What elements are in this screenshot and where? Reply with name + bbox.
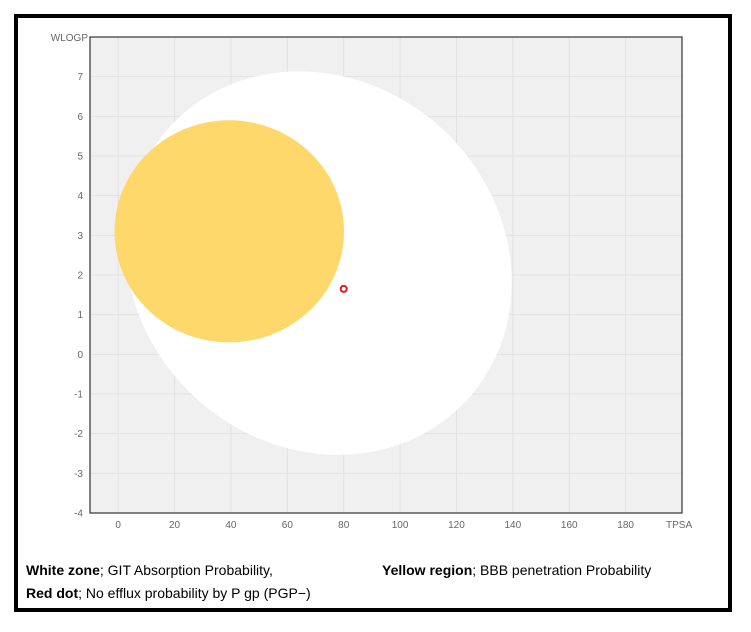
caption-red-dot: Red dot; No efflux probability by P gp (… <box>26 585 311 601</box>
x-tick-label: 100 <box>392 520 409 531</box>
yellow-region-ellipse <box>114 120 344 343</box>
molecule-points <box>339 284 348 293</box>
y-tick-label: 3 <box>77 231 83 242</box>
y-tick-label: 7 <box>77 72 83 83</box>
caption-white-zone: White zone; GIT Absorption Probability, <box>26 562 273 578</box>
y-tick-label: -1 <box>74 390 83 401</box>
caption-yellow-region: Yellow region; BBB penetration Probabili… <box>382 562 651 578</box>
caption-red-dot-text: ; No efflux probability by P gp (PGP−) <box>78 585 311 601</box>
y-tick-label: -3 <box>74 469 83 480</box>
caption-white-zone-label: White zone <box>26 562 100 578</box>
y-axis-label: WLOGP <box>51 33 89 44</box>
x-tick-label: 180 <box>617 520 634 531</box>
x-tick-label: 80 <box>338 520 350 531</box>
x-tick-label: 120 <box>448 520 465 531</box>
x-tick-label: 60 <box>282 520 294 531</box>
x-tick-label: 0 <box>115 520 121 531</box>
y-tick-label: 4 <box>77 191 83 202</box>
x-tick-label: 20 <box>169 520 181 531</box>
caption-red-dot-label: Red dot <box>26 585 79 601</box>
plot-border <box>89 36 683 514</box>
x-tick-label: 40 <box>225 520 237 531</box>
x-tick-labels: 0 20 40 60 80 100 120 140 160 180 <box>115 520 634 531</box>
y-tick-label: -2 <box>74 429 83 440</box>
caption-white-zone-text: ; GIT Absorption Probability, <box>99 562 273 578</box>
y-tick-label: 2 <box>77 271 83 282</box>
caption-yellow-region-label: Yellow region <box>382 562 473 578</box>
y-tick-label: 5 <box>77 152 83 163</box>
y-tick-label: 0 <box>77 350 83 361</box>
y-tick-label: 1 <box>77 310 83 321</box>
x-tick-label: 140 <box>505 520 522 531</box>
caption-yellow-region-text: ; BBB penetration Probability <box>472 562 652 578</box>
y-tick-label: 6 <box>77 112 83 123</box>
y-tick-labels: -4 -3 -2 -1 0 1 2 3 4 5 6 7 <box>74 72 83 519</box>
x-tick-label: 160 <box>561 520 578 531</box>
y-tick-label: -4 <box>74 509 83 520</box>
probability-regions <box>114 71 512 455</box>
x-axis-label: TPSA <box>666 520 692 531</box>
molecule-point <box>339 284 348 293</box>
